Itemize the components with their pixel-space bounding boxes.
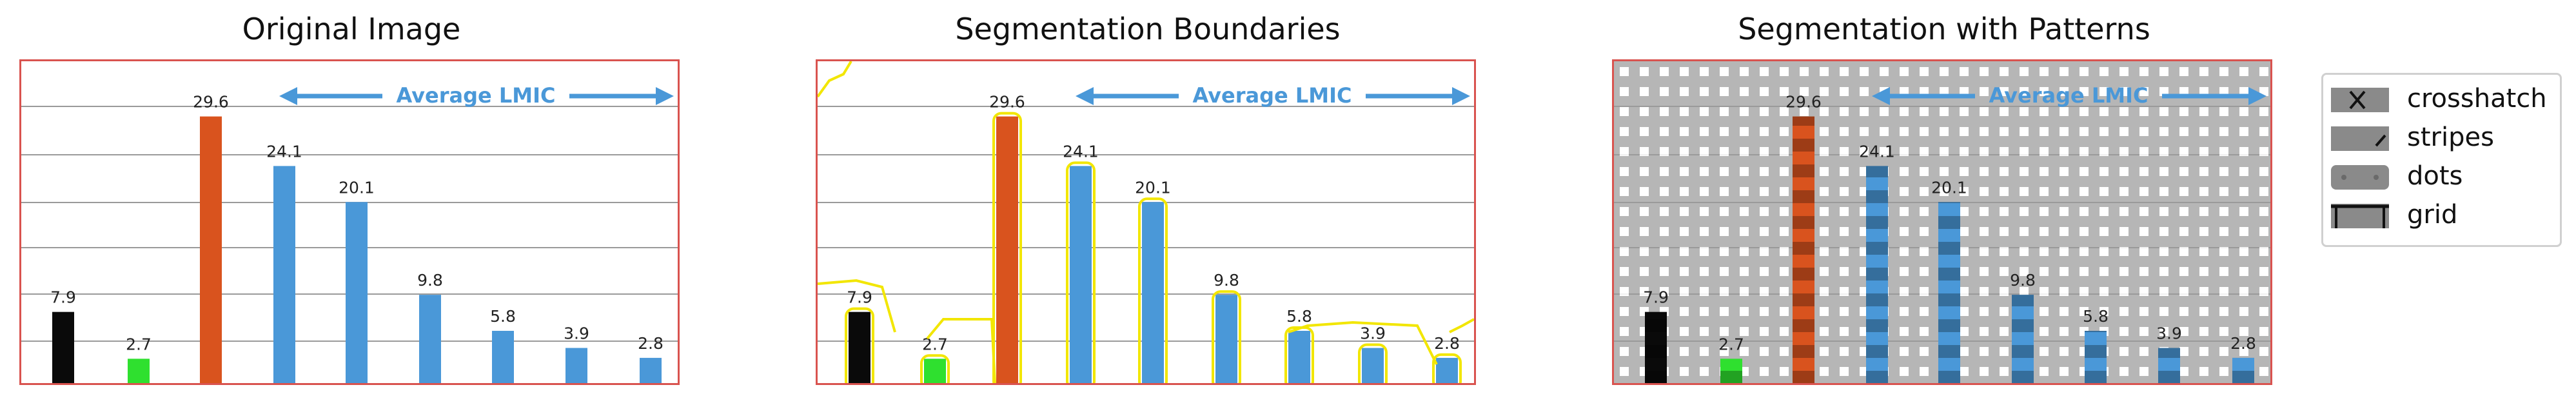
annotation-label: Average LMIC [397, 83, 556, 108]
legend-label-stripes: stripes [2407, 123, 2494, 152]
arrow-right-icon [1452, 87, 1470, 105]
bar-pattern [1938, 202, 1960, 383]
legend-item-grid: grid [2331, 197, 2557, 236]
legend-label-crosshatch: crosshatch [2407, 84, 2547, 114]
value-label: 9.8 [417, 271, 443, 290]
value-label: 7.9 [1643, 288, 1669, 307]
stripes-swatch-icon [2331, 126, 2389, 151]
bar [565, 348, 587, 383]
boundary-chart: Average LMIC 7.9 2.7 29.6 24.1 20.1 9.8 5.8 3.9 2… [818, 61, 1474, 383]
value-label: 7.9 [847, 288, 872, 307]
bar-pattern [1720, 359, 1742, 383]
value-label: 24.1 [1859, 142, 1895, 161]
value-label: 2.7 [1718, 335, 1744, 353]
legend-item-dots: dots [2331, 159, 2557, 197]
panel-original: Average LMIC 7.9 2.7 29.6 24.1 20.1 9.8 5.8 3.9 2… [19, 59, 680, 385]
value-label: 9.8 [1214, 271, 1239, 290]
value-label: 5.8 [490, 307, 516, 326]
legend: crosshatch stripes dots grid [2321, 73, 2562, 247]
title-boundaries: Segmentation Boundaries [955, 12, 1341, 46]
segment-boundary [1288, 321, 1438, 365]
segment-boundary [1212, 290, 1241, 383]
panel-boundaries: Average LMIC 7.9 2.7 29.6 24.1 20.1 9.8 5.8 3.9 2… [816, 59, 1476, 385]
segment-boundary [1138, 197, 1168, 383]
bar [996, 116, 1018, 383]
bar [1436, 357, 1458, 383]
segment-boundary [845, 307, 874, 383]
bar [1142, 202, 1164, 383]
bar [1362, 348, 1384, 383]
annotation-label: Average LMIC [1193, 83, 1352, 108]
arrow-left-icon [279, 87, 297, 105]
grid-swatch-icon [2331, 204, 2389, 228]
bar [128, 359, 150, 383]
bar-pattern [1645, 311, 1667, 383]
bar [346, 202, 368, 383]
value-label: 2.8 [638, 334, 664, 353]
bar-pattern [2158, 348, 2180, 383]
value-label: 24.1 [266, 142, 302, 161]
bar [1070, 166, 1092, 383]
segment-boundary [818, 279, 896, 333]
segment-boundary [992, 112, 1022, 383]
segment-boundary [1358, 343, 1388, 383]
segment-boundary [818, 61, 852, 98]
bar [419, 295, 441, 383]
segment-boundary [926, 318, 996, 383]
bar-pattern [2232, 357, 2254, 383]
legend-label-dots: dots [2407, 161, 2463, 191]
bar [640, 357, 662, 383]
bar [1288, 330, 1310, 383]
title-original: Original Image [242, 12, 461, 46]
arrow-left-icon [1872, 87, 1890, 105]
crosshatch-swatch-icon [2331, 88, 2389, 112]
title-patterns: Segmentation with Patterns [1738, 12, 2150, 46]
legend-item-crosshatch: crosshatch [2331, 81, 2557, 120]
segment-boundary [1432, 353, 1462, 383]
value-label: 24.1 [1063, 142, 1099, 161]
bar [924, 359, 946, 383]
value-label: 20.1 [1135, 178, 1171, 197]
arrow-right-icon [2248, 87, 2266, 105]
bar-pattern [1793, 116, 1814, 383]
value-label: 20.1 [1931, 178, 1967, 197]
value-label: 5.8 [2083, 307, 2109, 326]
value-label: 3.9 [2156, 324, 2182, 343]
dots-swatch-icon [2331, 165, 2389, 190]
bar [492, 330, 514, 383]
segment-boundary [1449, 318, 1474, 333]
legend-item-stripes: stripes [2331, 120, 2557, 159]
value-label: 3.9 [564, 324, 589, 343]
bar [52, 311, 74, 383]
value-label: 29.6 [193, 93, 229, 112]
bar [200, 116, 222, 383]
bar-pattern [2012, 295, 2034, 383]
arrow-left-icon [1076, 87, 1094, 105]
value-label: 2.8 [1434, 334, 1460, 353]
bar [849, 311, 870, 383]
segment-boundary [920, 354, 950, 383]
bar [1215, 295, 1237, 383]
pattern-chart: Average LMIC 7.9 2.7 29.6 24.1 20.1 9.8 5.8 3.9 2… [1614, 61, 2270, 383]
value-label: 5.8 [1286, 307, 1312, 326]
annotation-label: Average LMIC [1989, 83, 2148, 108]
value-label: 29.6 [989, 93, 1025, 112]
value-label: 9.8 [2010, 271, 2036, 290]
value-label: 7.9 [50, 288, 76, 307]
panel-patterns: Average LMIC 7.9 2.7 29.6 24.1 20.1 9.8 5.8 3.9 2… [1612, 59, 2272, 385]
segment-boundary [1066, 161, 1096, 383]
value-label: 2.7 [126, 335, 152, 353]
value-label: 29.6 [1785, 93, 1822, 112]
legend-label-grid: grid [2407, 200, 2458, 230]
value-label: 2.8 [2230, 334, 2256, 353]
bar-pattern [2085, 330, 2107, 383]
arrow-right-icon [656, 87, 674, 105]
original-chart: Average LMIC 7.9 2.7 29.6 24.1 20.1 9.8 5.8 3.9 2… [21, 61, 678, 383]
value-label: 3.9 [1360, 324, 1386, 343]
bar-pattern [1866, 166, 1888, 383]
value-label: 2.7 [922, 335, 948, 353]
bar [273, 166, 295, 383]
value-label: 20.1 [339, 178, 375, 197]
